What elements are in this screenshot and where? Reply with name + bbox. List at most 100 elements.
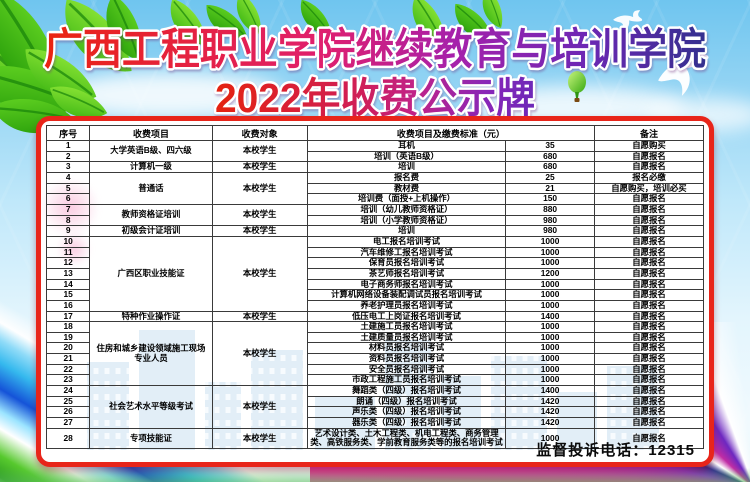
cell-desc: 低压电工上岗证报名培训考试	[306, 310, 507, 323]
cell-fee: 35	[505, 140, 595, 152]
cell-no: 13	[45, 267, 91, 280]
cell-no: 6	[45, 193, 91, 205]
cell-fee: 21	[505, 182, 595, 195]
cell-note: 自愿报名	[593, 321, 705, 333]
cell-note: 自愿报名	[593, 246, 705, 259]
cell-desc: 培训	[306, 225, 507, 237]
cell-note: 自愿报名	[593, 235, 705, 248]
cell-desc: 电子商务师报名培训考试	[306, 278, 507, 291]
cell-desc: 报名费	[306, 171, 507, 184]
cell-target: 本校学生	[211, 235, 308, 312]
cell-fee: 1000	[505, 299, 595, 312]
cell-fee: 1420	[505, 417, 595, 429]
cell-fee: 1000	[505, 278, 595, 291]
cell-no: 19	[45, 331, 91, 344]
cell-no: 25	[45, 395, 91, 408]
cell-note: 自愿报名	[593, 363, 705, 376]
cloud-decoration	[55, 72, 285, 118]
cell-no: 3	[45, 161, 91, 173]
cell-fee: 1000	[505, 257, 595, 269]
cell-no: 10	[45, 235, 91, 248]
fee-row: 10 广西区职业技能证 本校学生 电工报名培训考试 1000 自愿报名	[45, 235, 705, 312]
cell-desc: 器乐类（四级）报名培训考试	[306, 417, 507, 429]
cell-item: 普通话	[89, 171, 213, 205]
cell-desc: 培训（英语B级）	[306, 150, 507, 163]
fee-row: 1 大学英语B级、四六级 本校学生 耳机 35 自愿购买	[45, 139, 705, 163]
header-note: 备注	[593, 125, 705, 141]
cell-target: 本校学生	[211, 139, 308, 163]
cell-note: 自愿报名	[593, 214, 705, 227]
cell-desc: 艺术设计类、土木工程类、机电工程类、商务管理类、高铁服务类、学前教育服务类等的报…	[306, 427, 507, 450]
fee-row: 17 特种作业操作证 本校学生 低压电工上岗证报名培训考试 1400 自愿报名	[45, 310, 705, 323]
cell-desc: 材料员报名培训考试	[306, 342, 507, 355]
cell-desc: 汽车维修工报名培训考试	[306, 246, 507, 259]
cell-target: 本校学生	[211, 161, 308, 173]
cell-target: 本校学生	[211, 225, 308, 237]
cell-item: 社会艺术水平等级考试	[89, 385, 213, 429]
cell-note: 自愿报名	[593, 203, 705, 216]
cell-no: 14	[45, 278, 91, 291]
fee-row: 4 普通话 本校学生 报名费 25 报名必缴	[45, 171, 705, 205]
cell-note: 自愿报名	[593, 385, 705, 397]
fee-board-panel: 序号 收费项目 收费对象 收费项目及缴费标准（元） 备注 1 大学英语B级、四六级…	[36, 116, 714, 467]
cell-desc: 保育员报名培训考试	[306, 257, 507, 269]
cell-item: 大学英语B级、四六级	[89, 139, 213, 163]
cell-no: 26	[45, 406, 91, 419]
cell-no: 11	[45, 246, 91, 259]
cell-note: 自愿报名	[593, 299, 705, 312]
cell-fee: 1000	[505, 363, 595, 376]
cell-fee: 1400	[505, 310, 595, 323]
cell-note: 自愿报名	[593, 417, 705, 429]
cell-target: 本校学生	[211, 385, 308, 429]
cell-no: 17	[45, 310, 91, 323]
cell-no: 7	[45, 203, 91, 216]
cell-fee: 1400	[505, 385, 595, 397]
cell-no: 9	[45, 225, 91, 237]
cell-item: 初级会计证培训	[89, 225, 213, 237]
header-fee: 收费项目及缴费标准（元）	[306, 125, 595, 141]
cell-desc: 培训（小学教师资格证）	[306, 214, 507, 227]
cell-fee: 1000	[505, 289, 595, 301]
header-no: 序号	[45, 125, 91, 141]
fee-table-body: 1 大学英语B级、四六级 本校学生 耳机 35 自愿购买 2 培训（英语B级） 680 自愿报名 3…	[45, 139, 705, 450]
cell-desc: 土建施工员报名培训考试	[306, 321, 507, 333]
cell-desc: 安全员报名培训考试	[306, 363, 507, 376]
cell-note: 自愿报名	[593, 342, 705, 355]
cell-no: 16	[45, 299, 91, 312]
fee-row: 9 初级会计证培训 本校学生 培训 980 自愿报名	[45, 225, 705, 237]
cell-fee: 25	[505, 171, 595, 184]
cell-item: 特种作业操作证	[89, 310, 213, 323]
cell-fee: 1000	[505, 331, 595, 344]
cell-fee: 150	[505, 193, 595, 205]
cell-note: 自愿报名	[593, 225, 705, 237]
cell-note: 自愿报名	[593, 278, 705, 291]
cell-fee: 1000	[505, 246, 595, 259]
fee-row: 24 社会艺术水平等级考试 本校学生 舞蹈类（四级）报名培训考试 1400 自愿报名	[45, 385, 705, 429]
fee-row: 13 茶艺师报名培训考试 1200 自愿报名	[45, 267, 705, 280]
fee-table: 序号 收费项目 收费对象 收费项目及缴费标准（元） 备注 1 大学英语B级、四六级…	[45, 125, 705, 450]
cell-desc: 朗诵（四级）报名培训考试	[306, 395, 507, 408]
cell-desc: 电工报名培训考试	[306, 235, 507, 248]
cell-item: 广西区职业技能证	[89, 235, 213, 312]
cell-item: 专项技能证	[89, 427, 213, 450]
fee-row: 7 教师资格证培训 本校学生 培训（幼儿教师资格证） 880 自愿报名	[45, 203, 705, 227]
cell-fee: 680	[505, 161, 595, 173]
cell-desc: 土建质量员报名培训考试	[306, 331, 507, 344]
cell-note: 自愿报名	[593, 374, 705, 387]
cell-no: 18	[45, 321, 91, 333]
cell-note: 自愿报名	[593, 406, 705, 419]
cell-desc: 培训	[306, 161, 507, 173]
header-row: 序号 收费项目 收费对象 收费项目及缴费标准（元） 备注	[45, 125, 705, 141]
cell-note: 自愿购买，培训必买	[593, 182, 705, 195]
cell-desc: 培训（幼儿教师资格证）	[306, 203, 507, 216]
cell-no: 27	[45, 417, 91, 429]
cell-fee: 1000	[505, 235, 595, 248]
cell-no: 8	[45, 214, 91, 227]
cell-desc: 教材费	[306, 182, 507, 195]
cell-fee: 1200	[505, 267, 595, 280]
cell-note: 自愿报名	[593, 395, 705, 408]
page-title: 广西工程职业学院继续教育与培训学院	[44, 26, 706, 74]
cell-no: 1	[45, 140, 91, 152]
cell-note: 自愿报名	[593, 353, 705, 365]
